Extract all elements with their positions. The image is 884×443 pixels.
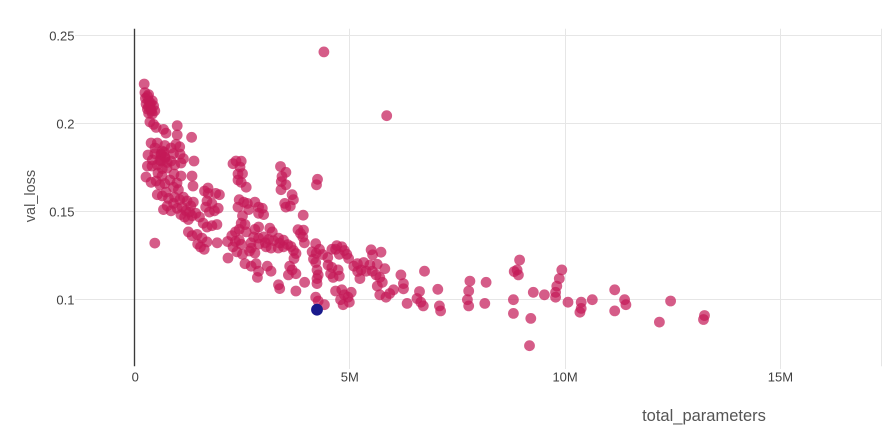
- svg-text:0: 0: [132, 370, 139, 385]
- svg-text:10M: 10M: [552, 370, 577, 385]
- svg-text:0.25: 0.25: [49, 29, 74, 44]
- svg-text:15M: 15M: [768, 370, 793, 385]
- svg-text:val_loss: val_loss: [23, 170, 39, 222]
- svg-text:0.1: 0.1: [56, 293, 74, 308]
- svg-text:5M: 5M: [341, 370, 359, 385]
- svg-text:total_parameters: total_parameters: [642, 407, 766, 425]
- svg-text:0.15: 0.15: [49, 205, 74, 220]
- svg-text:0.2: 0.2: [56, 117, 74, 132]
